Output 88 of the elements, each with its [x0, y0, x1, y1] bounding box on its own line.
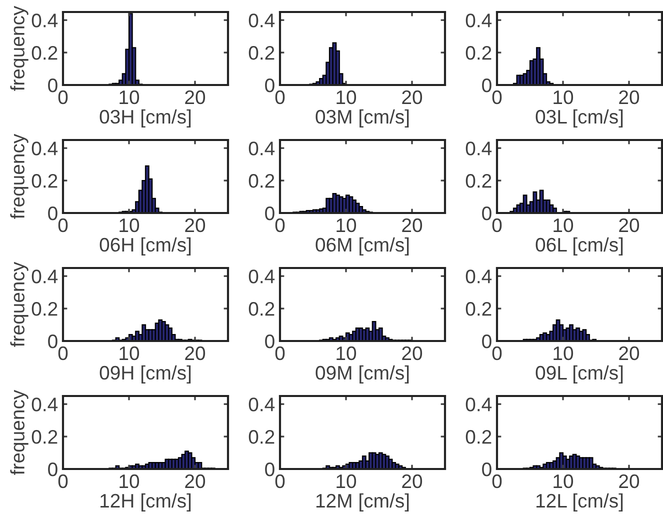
x-axis-title: 12L [cm/s] [536, 493, 623, 512]
x-tick-label: 20 [619, 90, 640, 104]
x-axis-title: 12M [cm/s] [316, 493, 409, 512]
x-tick-label: 0 [58, 346, 68, 360]
x-axis-title: 06H [cm/s] [100, 237, 191, 256]
x-tick-label: 0 [58, 90, 68, 104]
y-tick-label: 0 [482, 462, 492, 476]
y-tick-label: 0 [482, 206, 492, 220]
x-tick-label: 10 [336, 218, 356, 232]
y-axis-title: frequency [10, 262, 28, 347]
x-tick-label: 0 [58, 218, 68, 232]
y-tick-label: 0.4 [248, 14, 275, 28]
x-tick-label: 0 [492, 474, 502, 488]
y-tick-label: 0 [265, 206, 274, 220]
x-tick-label: 0 [58, 474, 68, 488]
x-tick-label: 0 [275, 218, 285, 232]
y-tick-label: 0.2 [466, 174, 492, 188]
x-tick-label: 10 [336, 474, 356, 488]
x-tick-label: 10 [336, 90, 356, 104]
x-tick-label: 20 [402, 90, 422, 104]
y-tick-label: 0.2 [32, 302, 58, 316]
x-axis-title: 06L [cm/s] [536, 237, 623, 256]
y-tick-label: 0.2 [248, 46, 274, 60]
y-tick-label: 0 [265, 78, 274, 92]
x-tick-label: 20 [402, 218, 422, 232]
x-axis-title: 12H [cm/s] [100, 493, 191, 512]
x-axis-title: 03M [cm/s] [316, 109, 409, 128]
x-axis-title: 03L [cm/s] [536, 109, 623, 128]
x-axis-title: 03H [cm/s] [100, 109, 191, 128]
y-tick-label: 0 [265, 462, 274, 476]
x-tick-label: 20 [619, 474, 640, 488]
y-tick-label: 0 [482, 334, 492, 348]
y-tick-label: 0.2 [248, 430, 274, 444]
y-tick-label: 0.2 [248, 302, 274, 316]
y-tick-label: 0.4 [466, 270, 492, 284]
y-tick-label: 0.2 [466, 430, 492, 444]
x-tick-label: 10 [120, 346, 140, 360]
y-tick-label: 0.4 [466, 398, 492, 412]
x-axis-title: 06M [cm/s] [316, 237, 409, 256]
x-tick-label: 0 [275, 346, 285, 360]
x-tick-label: 10 [336, 346, 356, 360]
y-tick-label: 0.4 [32, 14, 58, 28]
x-tick-label: 10 [554, 218, 574, 232]
x-tick-label: 20 [185, 346, 206, 360]
x-tick-label: 10 [120, 474, 140, 488]
x-tick-label: 20 [402, 346, 422, 360]
x-tick-label: 20 [185, 474, 206, 488]
x-tick-label: 20 [185, 90, 206, 104]
y-tick-label: 0.2 [248, 174, 274, 188]
y-tick-label: 0.4 [32, 270, 58, 284]
y-tick-label: 0.2 [32, 174, 58, 188]
y-tick-label: 0.4 [466, 142, 492, 156]
y-tick-label: 0 [265, 334, 274, 348]
x-tick-label: 20 [402, 474, 422, 488]
x-tick-label: 10 [554, 474, 574, 488]
x-tick-label: 10 [554, 90, 574, 104]
y-tick-label: 0.4 [248, 270, 275, 284]
y-tick-label: 0 [48, 78, 58, 92]
x-tick-label: 20 [185, 218, 206, 232]
x-tick-label: 20 [619, 346, 640, 360]
y-tick-label: 0.2 [32, 46, 58, 60]
y-tick-label: 0.4 [466, 14, 492, 28]
y-tick-label: 0 [48, 206, 58, 220]
x-tick-label: 10 [120, 218, 140, 232]
y-tick-label: 0 [48, 462, 58, 476]
x-tick-label: 0 [492, 218, 502, 232]
x-tick-label: 0 [492, 346, 502, 360]
x-axis-title: 09L [cm/s] [536, 365, 623, 384]
x-tick-label: 0 [492, 90, 502, 104]
y-tick-label: 0 [482, 78, 492, 92]
x-tick-label: 0 [275, 90, 285, 104]
x-axis-title: 09M [cm/s] [316, 365, 409, 384]
y-tick-label: 0.4 [248, 142, 275, 156]
y-tick-label: 0 [48, 334, 58, 348]
x-tick-label: 20 [619, 218, 640, 232]
y-axis-title: frequency [10, 134, 28, 219]
y-tick-label: 0.2 [466, 46, 492, 60]
y-axis-title: frequency [10, 6, 28, 91]
y-axis-title: frequency [10, 390, 28, 475]
y-tick-label: 0.4 [248, 398, 275, 412]
y-tick-label: 0.4 [32, 398, 58, 412]
x-tick-label: 0 [275, 474, 285, 488]
y-tick-label: 0.2 [466, 302, 492, 316]
x-axis-title: 09H [cm/s] [100, 365, 191, 384]
y-tick-label: 0.2 [32, 430, 58, 444]
y-tick-label: 0.4 [32, 142, 58, 156]
x-tick-label: 10 [554, 346, 574, 360]
x-tick-label: 10 [120, 90, 140, 104]
